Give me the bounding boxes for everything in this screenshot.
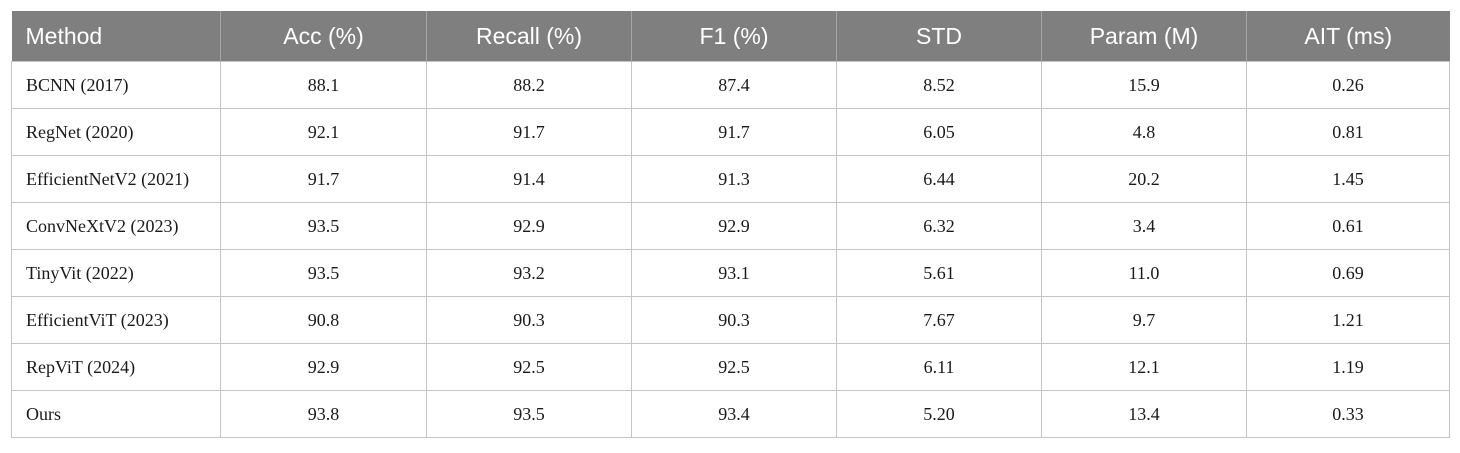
table-cell-method: EfficientNetV2 (2021) <box>11 155 221 203</box>
table-cell: 92.9 <box>426 202 632 250</box>
table-cell: 7.67 <box>836 296 1042 344</box>
table-row: RepViT (2024) 92.9 92.5 92.5 6.11 12.1 1… <box>11 343 1450 391</box>
table-cell: 0.61 <box>1246 202 1450 250</box>
table-row: TinyVit (2022) 93.5 93.2 93.1 5.61 11.0 … <box>11 249 1450 297</box>
table-cell: 91.7 <box>631 108 837 156</box>
table-cell: 0.81 <box>1246 108 1450 156</box>
table-cell: 87.4 <box>631 61 837 109</box>
column-header-ait: AIT (ms) <box>1246 11 1450 62</box>
results-table-container: Method Acc (%) Recall (%) F1 (%) STD Par… <box>11 11 1450 438</box>
table-cell: 90.3 <box>426 296 632 344</box>
table-cell-method: RepViT (2024) <box>11 343 221 391</box>
table-cell-method: Ours <box>11 390 221 438</box>
column-header-acc: Acc (%) <box>220 11 427 62</box>
table-cell: 11.0 <box>1041 249 1247 297</box>
table-cell: 93.8 <box>220 390 427 438</box>
table-row: EfficientViT (2023) 90.8 90.3 90.3 7.67 … <box>11 296 1450 344</box>
table-cell: 3.4 <box>1041 202 1247 250</box>
table-cell-method: BCNN (2017) <box>11 61 221 109</box>
table-cell: 5.20 <box>836 390 1042 438</box>
table-row: Ours 93.8 93.5 93.4 5.20 13.4 0.33 <box>11 390 1450 438</box>
table-cell: 1.19 <box>1246 343 1450 391</box>
table-cell: 6.44 <box>836 155 1042 203</box>
column-header-std: STD <box>836 11 1042 62</box>
table-cell: 92.9 <box>220 343 427 391</box>
table-cell: 0.26 <box>1246 61 1450 109</box>
table-cell: 91.3 <box>631 155 837 203</box>
table-cell: 13.4 <box>1041 390 1247 438</box>
table-row: BCNN (2017) 88.1 88.2 87.4 8.52 15.9 0.2… <box>11 61 1450 109</box>
table-cell: 90.8 <box>220 296 427 344</box>
table-header-row: Method Acc (%) Recall (%) F1 (%) STD Par… <box>11 11 1450 62</box>
table-cell: 6.05 <box>836 108 1042 156</box>
table-cell: 93.4 <box>631 390 837 438</box>
table-cell: 5.61 <box>836 249 1042 297</box>
table-cell: 93.5 <box>426 390 632 438</box>
table-cell: 92.5 <box>631 343 837 391</box>
table-cell: 6.11 <box>836 343 1042 391</box>
table-cell: 90.3 <box>631 296 837 344</box>
table-cell: 9.7 <box>1041 296 1247 344</box>
table-cell-method: ConvNeXtV2 (2023) <box>11 202 221 250</box>
table-cell: 93.2 <box>426 249 632 297</box>
column-header-f1: F1 (%) <box>631 11 837 62</box>
table-cell: 0.33 <box>1246 390 1450 438</box>
table-cell: 12.1 <box>1041 343 1247 391</box>
table-cell: 6.32 <box>836 202 1042 250</box>
table-cell-method: RegNet (2020) <box>11 108 221 156</box>
column-header-method: Method <box>11 11 221 62</box>
table-cell-method: EfficientViT (2023) <box>11 296 221 344</box>
table-row: ConvNeXtV2 (2023) 93.5 92.9 92.9 6.32 3.… <box>11 202 1450 250</box>
table-cell: 93.5 <box>220 249 427 297</box>
table-cell-method: TinyVit (2022) <box>11 249 221 297</box>
column-header-param: Param (M) <box>1041 11 1247 62</box>
table-cell: 91.7 <box>220 155 427 203</box>
table-row: EfficientNetV2 (2021) 91.7 91.4 91.3 6.4… <box>11 155 1450 203</box>
table-cell: 0.69 <box>1246 249 1450 297</box>
results-table: Method Acc (%) Recall (%) F1 (%) STD Par… <box>11 11 1450 438</box>
table-cell: 88.2 <box>426 61 632 109</box>
table-cell: 92.5 <box>426 343 632 391</box>
table-cell: 4.8 <box>1041 108 1247 156</box>
table-cell: 92.1 <box>220 108 427 156</box>
table-cell: 91.4 <box>426 155 632 203</box>
table-cell: 1.45 <box>1246 155 1450 203</box>
column-header-recall: Recall (%) <box>426 11 632 62</box>
table-row: RegNet (2020) 92.1 91.7 91.7 6.05 4.8 0.… <box>11 108 1450 156</box>
table-cell: 93.5 <box>220 202 427 250</box>
table-cell: 1.21 <box>1246 296 1450 344</box>
table-cell: 8.52 <box>836 61 1042 109</box>
table-cell: 20.2 <box>1041 155 1247 203</box>
table-cell: 93.1 <box>631 249 837 297</box>
table-cell: 91.7 <box>426 108 632 156</box>
table-cell: 92.9 <box>631 202 837 250</box>
table-cell: 15.9 <box>1041 61 1247 109</box>
table-cell: 88.1 <box>220 61 427 109</box>
